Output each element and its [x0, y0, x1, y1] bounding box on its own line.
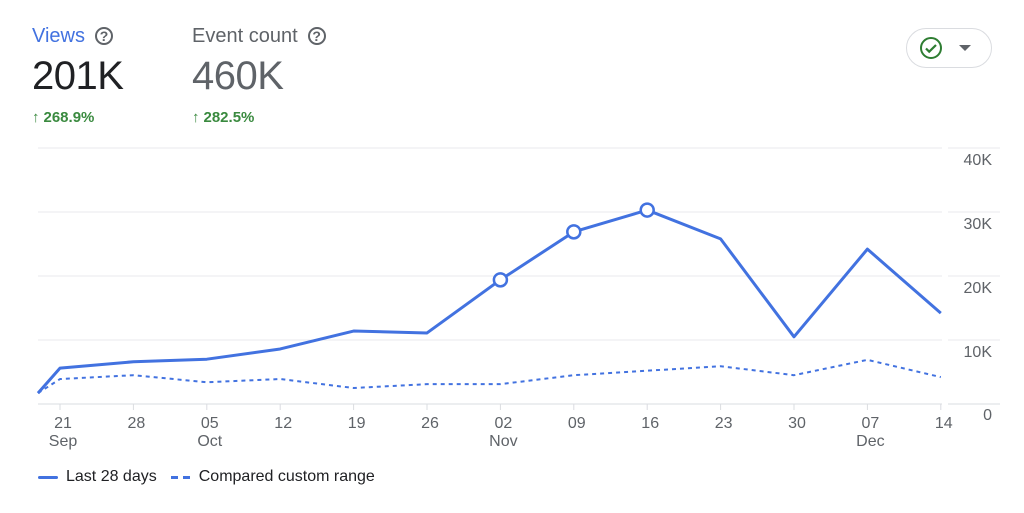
status-dropdown-button[interactable]: [906, 28, 992, 68]
x-tick-label: 07: [862, 415, 880, 432]
x-tick-label: 23: [715, 415, 733, 432]
x-tick-label: 28: [128, 415, 146, 432]
metric-value: 460K: [192, 54, 284, 98]
y-tick-label: 40K: [964, 152, 993, 169]
x-tick-label: 21: [54, 415, 72, 432]
data-point-marker: [566, 224, 582, 240]
x-tick-month: Sep: [49, 433, 78, 450]
x-tick-label: 19: [348, 415, 366, 432]
metric-change: 268.9%: [43, 109, 95, 126]
series-line-compared: [37, 358, 942, 394]
legend-label: Last 28 days: [66, 468, 157, 485]
y-tick-label: 0: [983, 407, 992, 424]
series-line-current: [36, 208, 942, 395]
metric-label: Views: [32, 24, 85, 47]
x-tick-label: 05: [201, 415, 219, 432]
x-tick-label: 09: [568, 415, 586, 432]
metric-value: 201K: [32, 54, 124, 98]
check-circle-icon: [920, 37, 942, 59]
metric-label: Event count: [192, 24, 298, 47]
x-tick-month: Nov: [489, 433, 517, 450]
caret-down-icon: [959, 45, 971, 51]
y-tick-label: 30K: [964, 216, 993, 233]
arrow-up-icon: ↑: [32, 109, 40, 126]
x-tick-label: 12: [274, 415, 292, 432]
legend-label: Compared custom range: [198, 468, 375, 485]
legend-swatch-dashed: [170, 475, 191, 479]
x-tick-label: 14: [935, 415, 953, 432]
y-tick-label: 20K: [964, 280, 993, 297]
x-tick-month: Dec: [856, 433, 884, 450]
x-tick-month: Oct: [197, 433, 222, 450]
help-circle-icon[interactable]: ?: [95, 27, 113, 45]
x-tick-label: 26: [421, 415, 439, 432]
chart-legend: Last 28 days Compared custom range: [38, 468, 375, 486]
help-circle-icon[interactable]: ?: [307, 27, 326, 45]
data-point-marker: [492, 272, 509, 288]
y-tick-label: 10K: [964, 344, 993, 361]
metric-views[interactable]: Views? 201K ↑ 268.9%: [32, 24, 124, 127]
arrow-up-icon: ↑: [192, 109, 200, 126]
metric-event-count[interactable]: Event count? 460K ↑ 282.5%: [192, 24, 326, 126]
metric-change: 282.5%: [203, 109, 255, 126]
x-tick-label: 30: [788, 415, 806, 432]
data-point-marker: [639, 202, 655, 218]
x-tick-label: 16: [641, 415, 659, 432]
legend-swatch-solid: [38, 475, 58, 479]
x-tick-label: 02: [495, 415, 513, 432]
